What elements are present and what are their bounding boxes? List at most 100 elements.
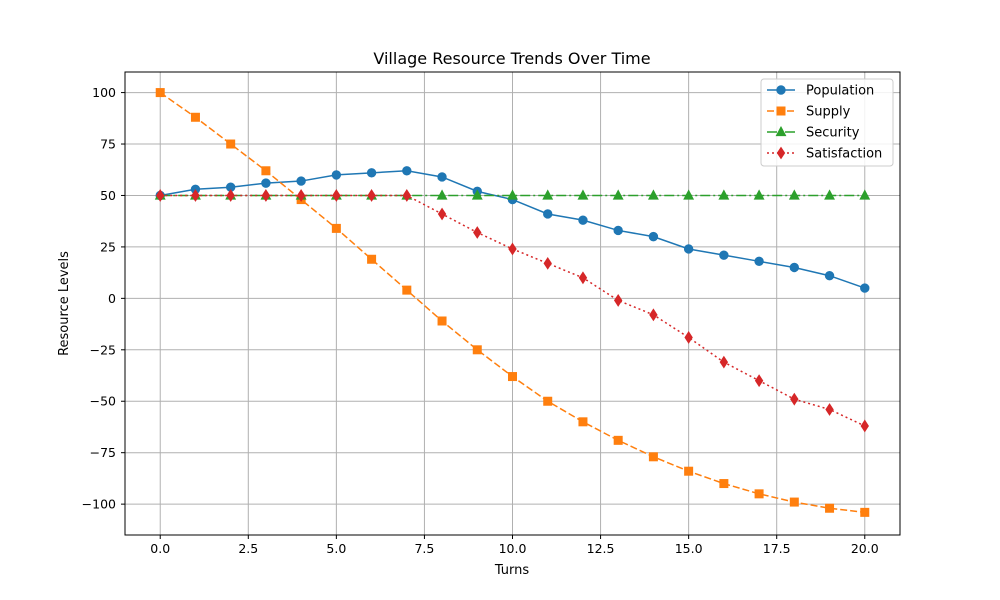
legend-marker [776,106,786,116]
data-point-satisfaction [719,355,729,369]
data-point-security [577,189,589,200]
x-tick-label: 0.0 [150,541,170,556]
legend-label: Supply [806,105,851,120]
y-tick-label: −75 [90,445,116,460]
data-point-population [331,170,342,180]
data-point-population [648,231,659,242]
data-point-supply [719,479,729,489]
data-point-security [859,189,871,200]
x-tick-label: 10.0 [499,541,527,556]
data-point-satisfaction [473,226,482,239]
legend-box [760,78,894,167]
legend-item-satisfaction: Satisfaction [767,147,882,162]
data-point-population [402,166,412,176]
data-point-security [436,189,448,200]
data-point-satisfaction [437,207,447,221]
data-point-supply [543,396,553,406]
data-point-security [471,189,483,200]
data-point-supply [402,285,412,295]
data-point-satisfaction [543,256,552,270]
legend-item-supply: Supply [767,105,851,120]
data-point-supply [226,139,236,149]
data-point-security [683,189,695,200]
x-tick-label: 20.0 [851,541,879,556]
data-point-supply [261,166,271,176]
data-point-supply [190,112,200,122]
y-tick-label: 25 [100,239,116,254]
series-satisfaction [156,189,869,433]
data-point-satisfaction [402,189,412,202]
data-point-supply [825,503,835,513]
data-point-supply [331,223,341,233]
data-point-supply [437,316,447,326]
data-point-population [754,256,764,267]
data-point-population [789,262,800,273]
x-tick-label: 5.0 [326,541,346,556]
data-point-satisfaction [754,374,764,388]
data-point-supply [578,417,588,427]
data-point-satisfaction [261,189,271,202]
data-point-security [542,189,554,200]
series-layer [154,88,871,517]
data-point-satisfaction [332,189,341,202]
data-point-satisfaction [367,189,376,202]
legend: Population Supply Security Satisfaction [760,78,894,167]
data-point-security [507,189,518,200]
data-point-supply [648,452,658,462]
data-point-supply [472,345,482,355]
data-point-satisfaction [191,189,200,202]
legend-item-population: Population [767,84,874,99]
data-point-security [753,189,765,200]
chart-title: Village Resource Trends Over Time [373,49,650,68]
data-point-population [683,244,694,254]
data-point-security [824,189,835,200]
data-point-satisfaction [790,392,799,406]
legend-marker [775,125,787,137]
data-point-satisfaction [508,242,517,256]
y-axis-ticks: 100 75 50 25 0 −25 −50 −75 −100 [82,85,125,512]
series-supply [155,88,870,517]
data-point-supply [367,254,377,264]
data-point-population [296,176,306,186]
data-point-satisfaction [860,419,869,433]
y-tick-label: −25 [90,342,116,357]
legend-marker [776,85,786,95]
data-point-population [860,283,870,293]
data-point-supply [613,435,623,445]
y-tick-label: 0 [108,291,116,306]
data-point-security [647,189,659,200]
x-axis-label: Turns [494,563,530,578]
y-tick-label: 100 [92,85,116,100]
data-point-satisfaction [296,189,306,202]
data-point-security [788,189,800,200]
data-point-supply [789,497,799,507]
x-tick-label: 7.5 [414,541,434,556]
data-point-satisfaction [578,271,588,285]
data-point-population [261,178,271,188]
x-tick-label: 12.5 [587,541,615,556]
y-tick-label: −50 [90,394,116,409]
legend-marker [776,146,786,160]
y-tick-label: −100 [82,497,116,512]
data-point-population [719,250,729,260]
data-point-population [613,225,623,236]
y-tick-label: 75 [100,137,116,152]
data-point-security [612,189,624,200]
data-point-security [718,189,730,200]
legend-label: Security [806,126,860,141]
data-point-satisfaction [684,331,693,344]
y-tick-label: 50 [100,188,116,203]
data-point-population [366,168,377,178]
legend-label: Population [806,84,874,99]
data-point-population [824,271,835,281]
data-point-satisfaction [226,189,235,202]
data-point-supply [155,88,165,98]
data-point-satisfaction [649,308,658,322]
data-point-supply [860,507,870,517]
legend-item-security: Security [767,126,860,141]
data-point-population [578,215,588,225]
data-point-satisfaction [156,189,165,202]
data-point-supply [684,466,694,476]
x-tick-label: 2.5 [238,541,258,556]
